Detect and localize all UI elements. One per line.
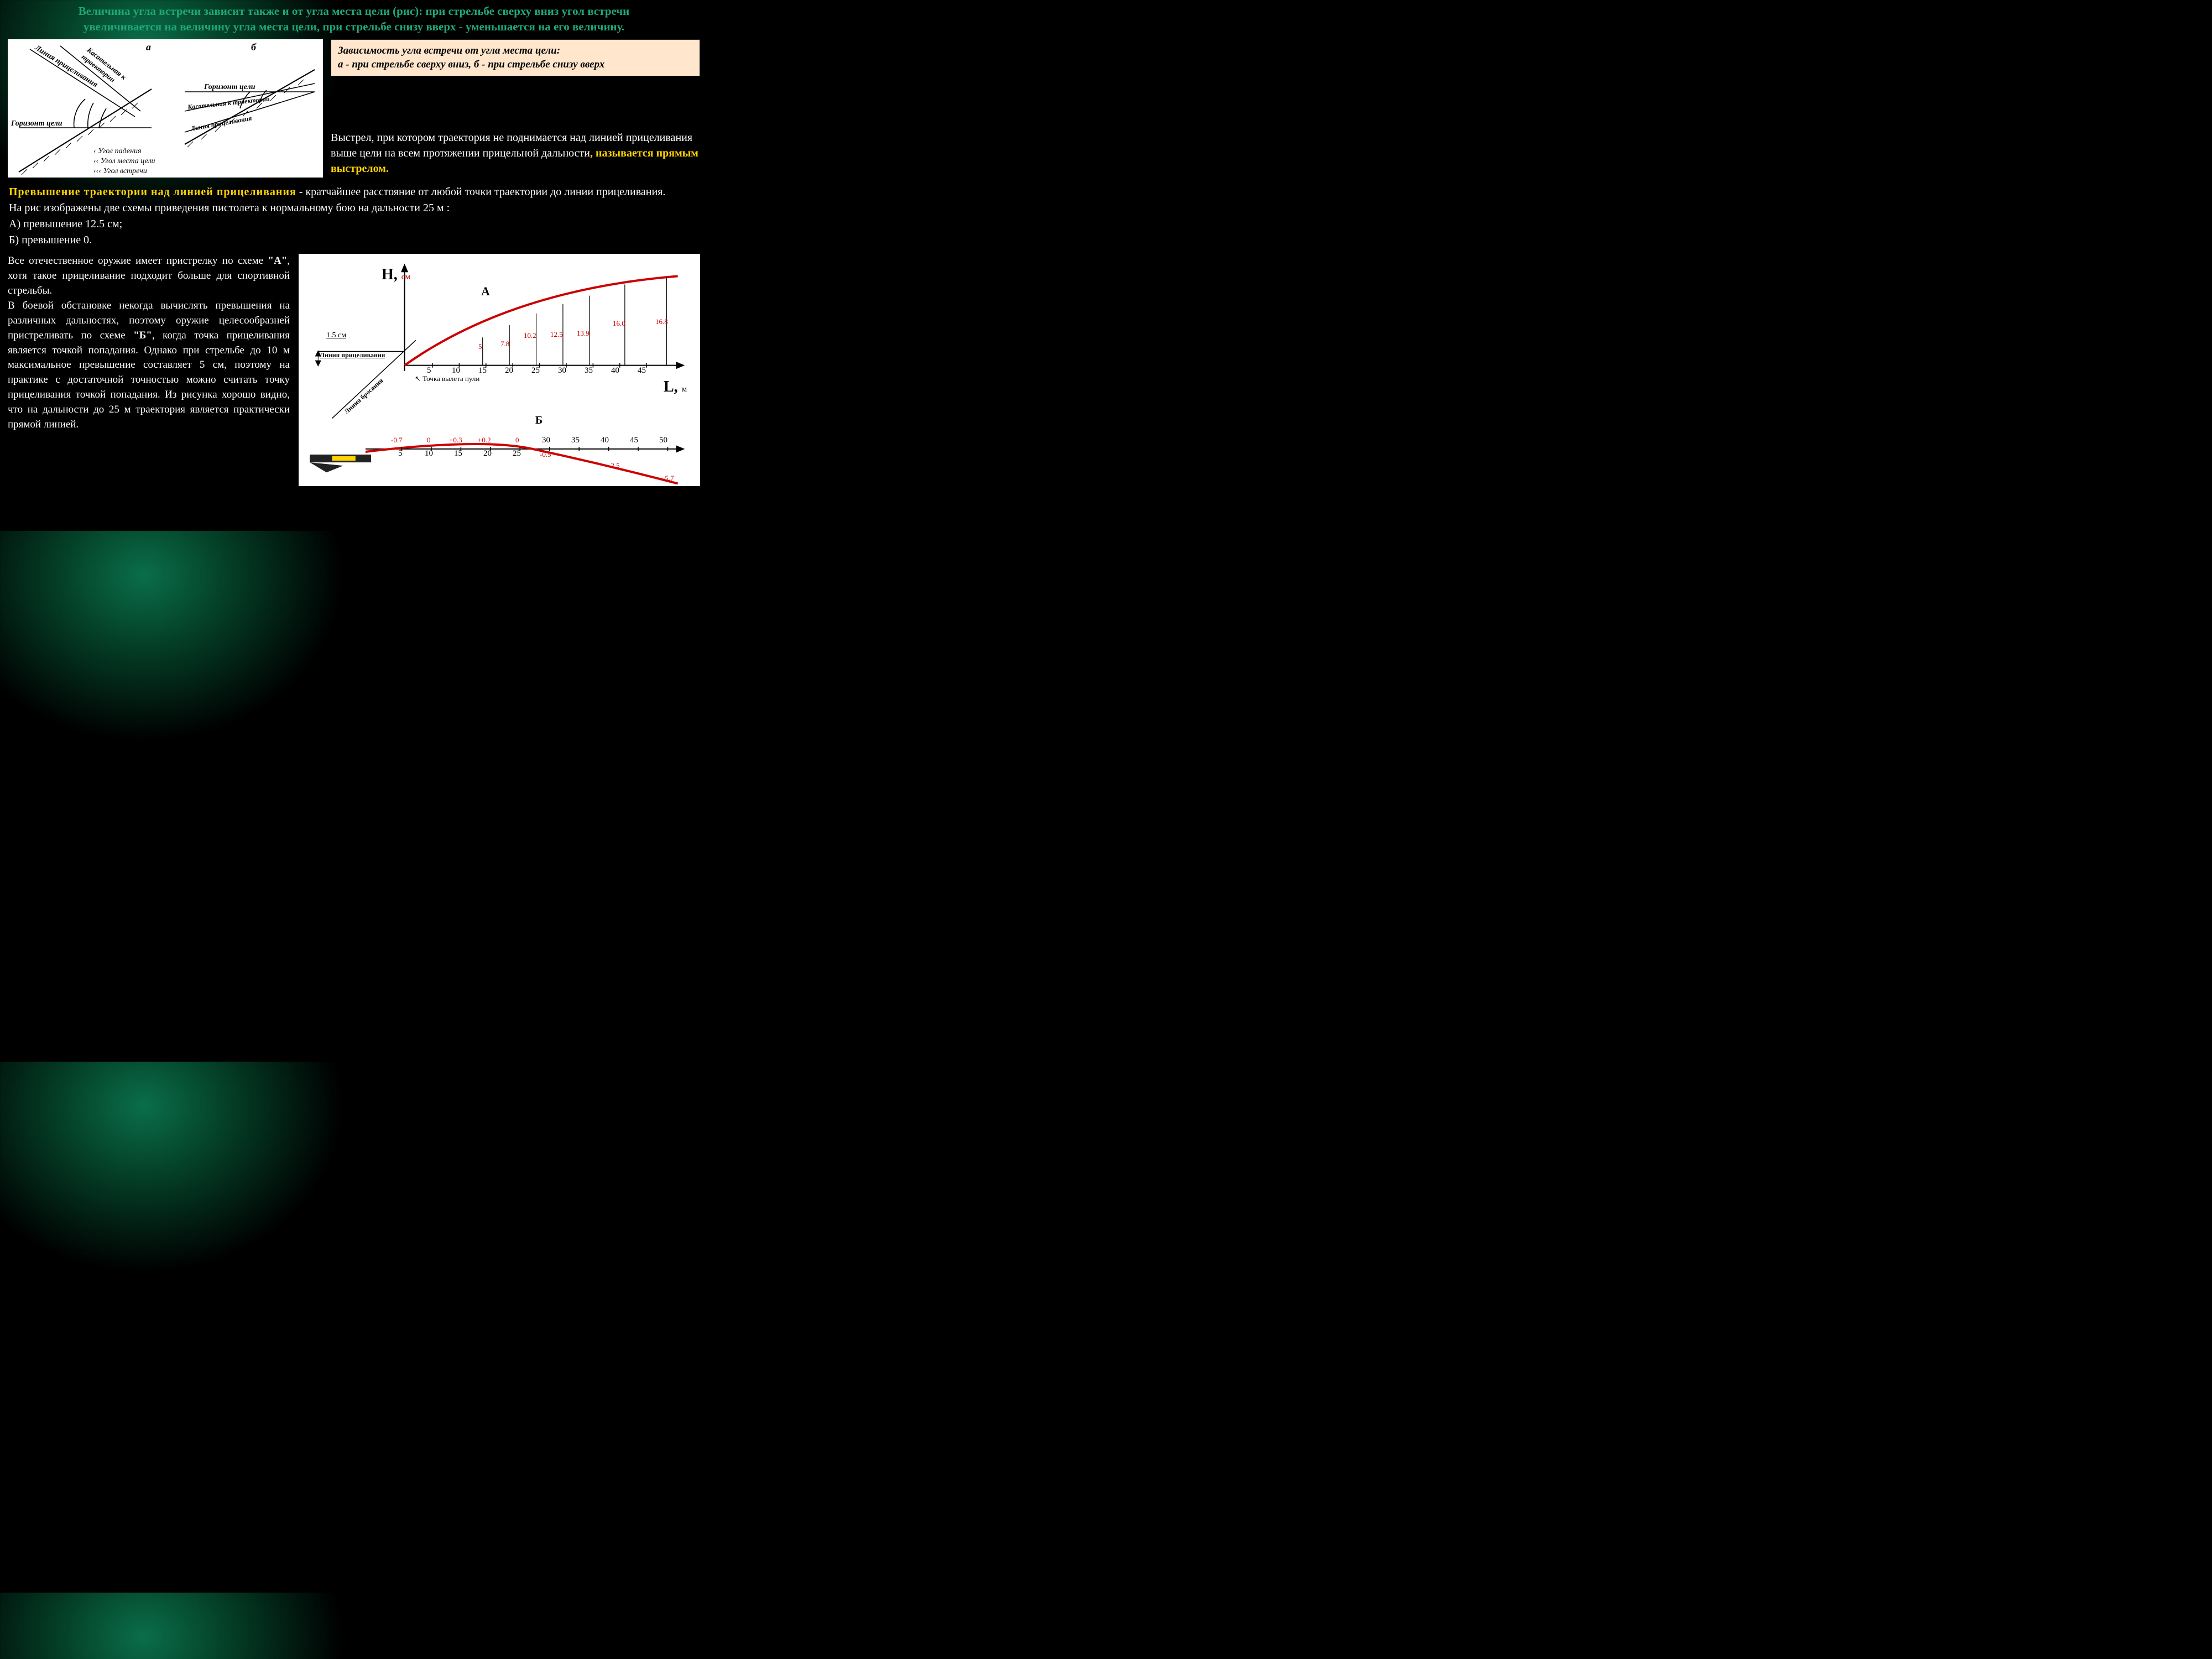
b-tick: 20	[483, 449, 492, 458]
b-val: -2.5	[608, 461, 620, 470]
a-tick: 5	[427, 366, 431, 375]
b-tick: 45	[630, 436, 638, 445]
caption-line2: а - при стрельбе сверху вниз, б - при ст…	[338, 59, 604, 70]
a-tick: 35	[585, 366, 593, 375]
label-a: а	[146, 41, 151, 53]
scheme-description: Все отечественное оружие имеет пристрелк…	[8, 254, 290, 486]
a-val: 13.9	[577, 329, 589, 338]
a-val: 10.2	[524, 331, 536, 340]
label-aim-line: Линия прицеливания	[320, 351, 385, 359]
direct-shot-definition: Выстрел, при котором траектория не подни…	[331, 126, 700, 178]
offset-15: 1.5 см	[326, 331, 346, 340]
b-val: +0.3	[449, 436, 462, 445]
axis-L: L, м	[664, 378, 687, 396]
b-tick: 50	[659, 436, 667, 445]
label-A: А	[481, 284, 490, 299]
a-tick: 40	[611, 366, 619, 375]
caption-box: Зависимость угла встречи от угла места ц…	[331, 39, 700, 76]
b-tick: 30	[542, 436, 550, 445]
a-val: 16.8	[655, 317, 668, 326]
a-val: 5	[478, 342, 482, 351]
b-tick: 25	[513, 449, 521, 458]
label-b: б	[251, 41, 256, 53]
a-tick: 10	[452, 366, 460, 375]
b-val: -0.7	[391, 436, 403, 445]
a-val: 7.8	[500, 340, 509, 348]
trajectory-excess-block: Превышение траектории над линией прицели…	[9, 184, 699, 248]
a-tick: 15	[478, 366, 487, 375]
label-exit-point: ↖ Точка вылета пули	[415, 374, 479, 383]
b-tick: 5	[398, 449, 403, 458]
caption-line1: Зависимость угла встречи от угла места ц…	[338, 45, 560, 56]
a-val: 12.5	[550, 330, 563, 339]
b-val: +0.2	[478, 436, 491, 445]
b-tick: 15	[454, 449, 462, 458]
b-val: 0	[515, 436, 519, 445]
a-tick: 30	[558, 366, 566, 375]
a-tick: 45	[638, 366, 646, 375]
label-B: Б	[535, 414, 542, 427]
a-tick: 25	[531, 366, 540, 375]
a-val: 16.0	[613, 319, 625, 328]
trajectory-chart: Н, см L, м 1.5 см Линия прицеливания Лин…	[299, 254, 700, 486]
b-tick: 10	[425, 449, 433, 458]
b-val: 0	[427, 436, 431, 445]
legend-2: ‹‹ Угол места цели	[93, 157, 155, 166]
b-tick: 40	[601, 436, 609, 445]
slide-title: Величина угла встречи зависит также и от…	[77, 3, 630, 35]
b-val: -5.7	[662, 474, 674, 483]
axis-H: Н, см	[382, 266, 410, 284]
label-horizon-a: Горизонт цели	[11, 119, 62, 128]
label-horizon-b: Горизонт цели	[204, 83, 255, 92]
a-tick: 20	[505, 366, 513, 375]
angle-diagram: а б Линия прицеливания Касательная к тра…	[8, 39, 323, 178]
b-tick: 35	[571, 436, 580, 445]
legend-1: ‹ Угол падения	[93, 147, 142, 156]
legend-3: ‹‹‹ Угол встречи	[93, 167, 147, 176]
b-val: -0.5	[540, 450, 551, 459]
